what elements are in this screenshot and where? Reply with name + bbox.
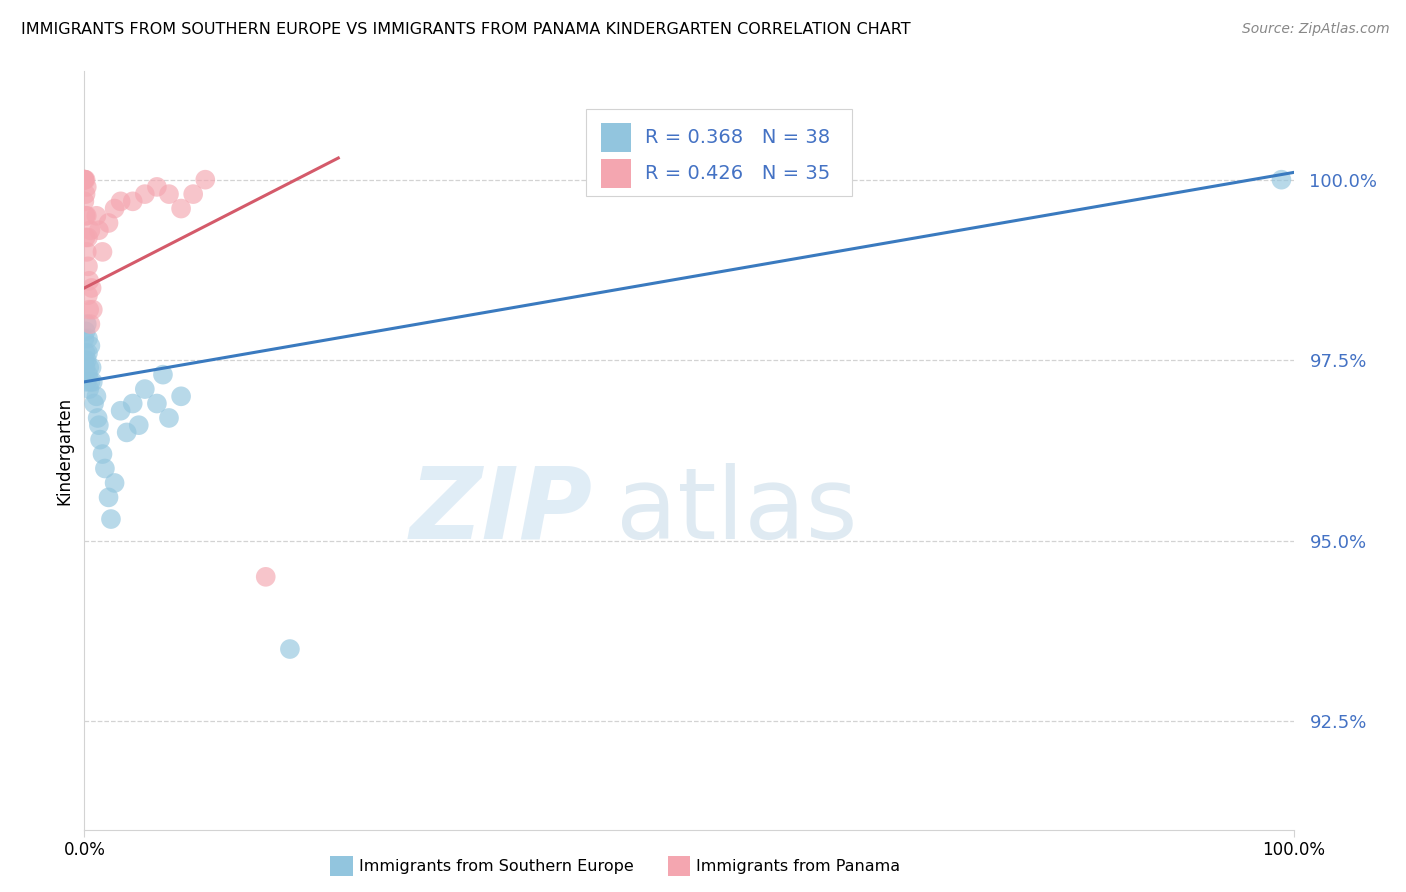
Point — [79, 223, 101, 237]
Point — [77, 288, 100, 302]
Point — [77, 346, 100, 360]
Point — [77, 274, 100, 288]
Text: Immigrants from Southern Europe: Immigrants from Southern Europe — [359, 859, 633, 873]
Point — [89, 433, 111, 447]
Point — [83, 396, 105, 410]
Point — [76, 180, 98, 194]
Point — [79, 339, 101, 353]
Point — [80, 360, 103, 375]
Text: atlas: atlas — [616, 463, 858, 559]
Point — [76, 244, 98, 259]
Point — [87, 418, 110, 433]
Point — [79, 317, 101, 331]
Point — [75, 230, 97, 244]
Point — [73, 172, 96, 186]
Text: Immigrants from Panama: Immigrants from Panama — [696, 859, 900, 873]
Point — [86, 411, 108, 425]
Point — [77, 260, 100, 274]
Point — [82, 302, 104, 317]
Point — [170, 389, 193, 403]
Point — [79, 375, 101, 389]
Point — [157, 187, 180, 202]
Point — [75, 360, 97, 375]
Point — [77, 302, 100, 317]
Point — [73, 172, 96, 186]
Point — [73, 353, 96, 368]
Point — [82, 375, 104, 389]
Text: IMMIGRANTS FROM SOUTHERN EUROPE VS IMMIGRANTS FROM PANAMA KINDERGARTEN CORRELATI: IMMIGRANTS FROM SOUTHERN EUROPE VS IMMIG… — [21, 22, 911, 37]
Point — [73, 194, 96, 209]
Point — [75, 346, 97, 360]
Bar — [600, 123, 631, 152]
Point — [75, 187, 97, 202]
Point — [110, 194, 132, 209]
Point — [75, 209, 97, 223]
Point — [76, 353, 98, 368]
Point — [87, 223, 110, 237]
Point — [80, 281, 103, 295]
Point — [75, 324, 97, 338]
Point — [77, 368, 100, 382]
Point — [1270, 172, 1292, 186]
Point — [121, 396, 143, 410]
Point — [254, 570, 277, 584]
Point — [91, 447, 114, 461]
Point — [94, 461, 117, 475]
Point — [134, 382, 156, 396]
Text: ZIP: ZIP — [409, 463, 592, 559]
Point — [181, 187, 204, 202]
Point — [110, 403, 132, 417]
Point — [104, 202, 127, 216]
Point — [194, 172, 217, 186]
Text: R = 0.426   N = 35: R = 0.426 N = 35 — [645, 164, 831, 183]
Point — [146, 180, 169, 194]
Point — [77, 230, 100, 244]
Point — [134, 187, 156, 202]
Point — [157, 411, 180, 425]
Text: R = 0.368   N = 38: R = 0.368 N = 38 — [645, 128, 831, 147]
Point — [128, 418, 150, 433]
Point — [73, 172, 96, 186]
Point — [170, 202, 193, 216]
Point — [91, 244, 114, 259]
Point — [77, 332, 100, 346]
Point — [75, 172, 97, 186]
Point — [77, 360, 100, 375]
Point — [121, 194, 143, 209]
Point — [146, 396, 169, 410]
Point — [76, 317, 98, 331]
Point — [278, 642, 301, 657]
Point — [77, 382, 100, 396]
Text: Source: ZipAtlas.com: Source: ZipAtlas.com — [1241, 22, 1389, 37]
Point — [104, 475, 127, 490]
Bar — [600, 160, 631, 188]
Point — [97, 216, 120, 230]
Point — [100, 512, 122, 526]
Point — [86, 389, 108, 403]
Point — [76, 375, 98, 389]
Point — [76, 209, 98, 223]
Point — [97, 491, 120, 505]
Point — [86, 209, 108, 223]
Point — [115, 425, 138, 440]
Bar — [586, 110, 852, 196]
Point — [152, 368, 174, 382]
Point — [73, 172, 96, 186]
Y-axis label: Kindergarten: Kindergarten — [55, 396, 73, 505]
Point — [73, 332, 96, 346]
